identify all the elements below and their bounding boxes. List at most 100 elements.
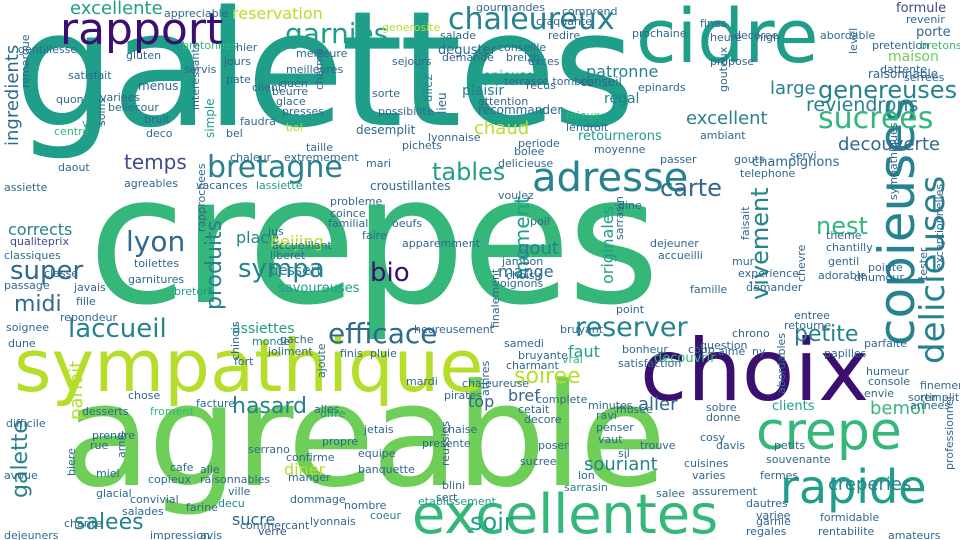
word: terrasse tombes <box>504 75 594 88</box>
word: fort <box>234 355 254 368</box>
word: alles <box>314 403 340 416</box>
word: console <box>868 375 911 388</box>
word: professionnel <box>943 396 956 470</box>
word: faire <box>362 229 387 242</box>
word: salade <box>440 29 477 42</box>
word: experience <box>738 267 799 280</box>
word: souriant <box>584 454 658 475</box>
word: mange <box>498 262 554 281</box>
word: reussies <box>439 420 452 466</box>
word: avoue <box>4 469 38 482</box>
word: cidre <box>636 0 819 80</box>
word: sortir <box>908 391 937 404</box>
word: raisonnables <box>200 473 271 486</box>
word: rue <box>90 439 109 452</box>
word: qualiteprix <box>10 235 69 248</box>
word: aime <box>718 345 746 358</box>
word: miel <box>96 467 120 480</box>
word: jours <box>224 55 252 68</box>
word: lassiette <box>256 179 303 192</box>
word: chrono <box>732 327 770 340</box>
word: oeufs <box>392 217 423 230</box>
word: bruyant <box>560 323 604 336</box>
word: assurement <box>692 485 757 498</box>
word: sucree <box>520 455 557 468</box>
word: croustillantes <box>370 179 451 193</box>
word: javais <box>74 281 106 294</box>
word: prochaine <box>632 27 687 40</box>
word: liberet <box>270 249 306 262</box>
word: decore <box>524 413 562 426</box>
word: dine <box>618 199 642 212</box>
word: corrects <box>8 220 73 239</box>
word: monde <box>252 335 291 348</box>
word: gache <box>280 333 314 346</box>
word: reservation <box>232 4 323 23</box>
word: assiettes <box>232 321 295 337</box>
word: sorte <box>372 87 401 100</box>
word: sucre <box>232 510 276 529</box>
word: creperies <box>828 474 912 495</box>
word: allez <box>421 74 435 102</box>
word: fines <box>700 17 727 30</box>
word: poser <box>538 439 569 452</box>
word: champignons <box>752 155 840 170</box>
word: satisfait <box>68 69 112 82</box>
word: ravi <box>596 409 617 422</box>
word: penser <box>596 421 634 434</box>
word: crepe <box>756 402 902 462</box>
word: probleme <box>330 195 383 208</box>
word: midi <box>14 292 62 317</box>
word: dessert <box>270 263 322 279</box>
word: genereuses <box>818 76 958 104</box>
word: mari <box>366 157 392 170</box>
word: dhumour <box>854 271 904 284</box>
word: heure <box>710 31 742 44</box>
word: glace <box>276 95 306 108</box>
word: possibilite <box>378 105 434 118</box>
word: top <box>468 392 495 411</box>
word: bretagne <box>207 150 343 185</box>
word: demande <box>442 51 494 64</box>
word: donne <box>706 411 741 424</box>
word: bretons <box>920 39 960 52</box>
word: sarrasin <box>564 481 608 494</box>
word: galette <box>8 420 33 498</box>
word: super <box>10 256 84 286</box>
word: apparemment <box>402 237 480 250</box>
word: patronne <box>586 62 659 81</box>
word: comprend <box>562 5 618 18</box>
word: gourmandes <box>476 1 545 14</box>
word: difficile <box>6 417 46 430</box>
word: verre <box>258 525 287 538</box>
word: bonheur <box>622 343 668 356</box>
word: souvenante <box>766 453 831 466</box>
word: nest <box>816 212 868 240</box>
word: biere <box>65 448 78 476</box>
word: banquette <box>358 463 415 476</box>
word: mieux <box>566 109 601 122</box>
word: salades <box>122 505 164 518</box>
word: question <box>700 339 748 352</box>
word: entree <box>794 309 830 322</box>
word: charme <box>313 48 326 90</box>
word: savoureuses <box>278 281 360 296</box>
word: appreciable <box>164 7 229 20</box>
word: regales <box>746 525 787 538</box>
word: maison <box>888 49 939 65</box>
word: tester <box>917 247 930 280</box>
word: place <box>236 228 280 247</box>
word: sympa <box>238 254 325 284</box>
word: lyon <box>126 225 186 258</box>
word: chaise <box>442 423 478 436</box>
word: ambiant <box>700 129 746 142</box>
word: plaisir <box>462 83 505 99</box>
word: lieu <box>435 92 449 114</box>
word: copieux <box>148 473 192 486</box>
word: chaleureux <box>448 2 615 37</box>
word: bemol <box>870 398 927 419</box>
word: ville <box>228 485 251 498</box>
word: generosite <box>382 21 441 34</box>
word: meilleures <box>286 63 344 76</box>
